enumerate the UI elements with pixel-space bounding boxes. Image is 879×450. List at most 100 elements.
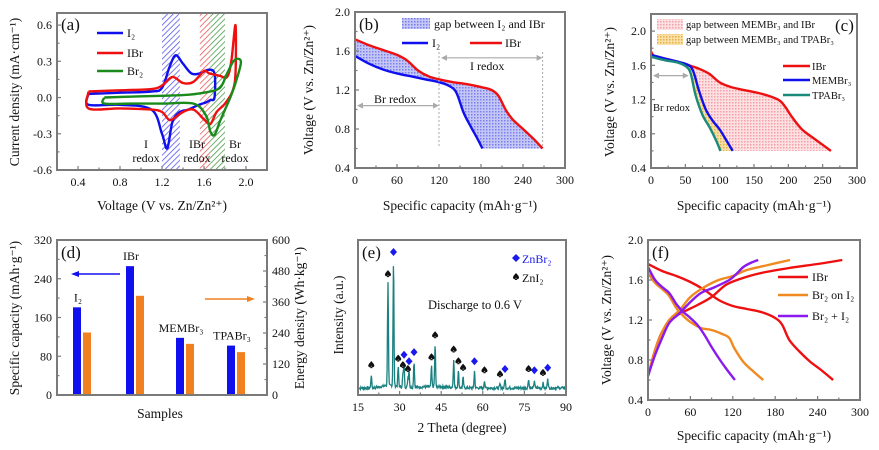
x-tick-label: 30 bbox=[394, 400, 406, 414]
x-tick-label: 180 bbox=[472, 173, 490, 187]
spade-icon bbox=[399, 361, 406, 369]
x-tick-label: 45 bbox=[435, 400, 447, 414]
discharge-annotation: Discharge to 0.6 V bbox=[428, 298, 522, 312]
series-ibr-discharge bbox=[647, 262, 834, 381]
br-redox-label: Br redox bbox=[653, 103, 691, 114]
gap-fill-membr3-tpabr3 bbox=[651, 55, 733, 151]
y-tick-label: 2.0 bbox=[631, 24, 646, 38]
y-ticks-right: 0 120 240 360 480 600 bbox=[263, 233, 290, 402]
y-tick-label: 1.2 bbox=[335, 83, 350, 97]
x-tick-label: 240 bbox=[514, 173, 532, 187]
x-tick-label: 240 bbox=[809, 405, 827, 419]
charge-discharge-series bbox=[646, 258, 843, 381]
bar-energy-ibr bbox=[136, 295, 144, 395]
category-label: I₂ bbox=[74, 290, 82, 304]
x-tick-label: 120 bbox=[430, 173, 448, 187]
x-tick-label: 0 bbox=[352, 173, 358, 187]
y-axis-label-right: Energy density (Wh·kg⁻¹) bbox=[292, 247, 307, 389]
legend-label-i2: I₂ bbox=[127, 26, 135, 40]
x-ticks: 0 60 120 180 240 300 bbox=[352, 164, 574, 187]
spade-icon bbox=[432, 331, 439, 339]
category-label: MEMBr₃ bbox=[159, 321, 204, 335]
peak-markers bbox=[368, 248, 552, 378]
panel-label: (d) bbox=[61, 243, 81, 262]
spade-icon bbox=[455, 357, 462, 365]
range-arrow-head bbox=[682, 72, 689, 79]
x-tick-label: 100 bbox=[711, 173, 729, 187]
xrd-trace-line bbox=[357, 266, 567, 392]
spade-icon bbox=[428, 353, 435, 361]
spade-icon bbox=[481, 366, 488, 374]
legend-label-znbr2: ZnBr₂ bbox=[522, 252, 552, 266]
spade-icon bbox=[539, 368, 547, 376]
cv-series bbox=[85, 23, 243, 150]
series-ibr bbox=[354, 38, 544, 150]
zni2-peak-marker bbox=[455, 357, 462, 365]
spade-icon bbox=[368, 361, 375, 369]
panel-label: (c) bbox=[835, 16, 854, 35]
legend-label-zni2: ZnI₂ bbox=[522, 271, 544, 285]
x-tick-label: 50 bbox=[679, 173, 691, 187]
y-axis-label: Current density (mA·cm⁻¹) bbox=[7, 18, 22, 166]
range-arrow-head bbox=[441, 54, 447, 61]
y-tick-label: 0 bbox=[272, 388, 278, 402]
y-tick-label: 120 bbox=[272, 357, 290, 371]
category-label: TPABr₃ bbox=[213, 329, 251, 343]
x-tick-label: 2.0 bbox=[239, 175, 254, 189]
y-tick-label: 0.0 bbox=[37, 91, 52, 105]
band-label-br-line1: Br bbox=[229, 137, 241, 151]
series-br2-on-i2-charge bbox=[646, 258, 791, 377]
y-axis-label: Intensity (a.u.) bbox=[331, 275, 346, 354]
x-tick-label: 1.6 bbox=[197, 175, 212, 189]
series-tpabr3 bbox=[650, 55, 722, 152]
x-axis-label: Specific capacity (mAh·g⁻¹) bbox=[383, 198, 537, 213]
y-tick-label: 320 bbox=[34, 233, 52, 247]
y-tick-label: 1.2 bbox=[628, 313, 643, 327]
y-tick-label: 0.4 bbox=[335, 161, 350, 175]
zni2-peak-marker bbox=[525, 365, 532, 372]
bar-capacity-tpabr3 bbox=[227, 345, 235, 395]
series-br2 bbox=[101, 57, 243, 137]
category-label: IBr bbox=[123, 249, 139, 263]
x-tick-label: 75 bbox=[518, 400, 530, 414]
axis-arrow-right bbox=[205, 296, 255, 302]
redox-range-annotations bbox=[357, 52, 544, 148]
y-tick-label: 240 bbox=[34, 272, 52, 286]
y-axis-label-left: Specific capacity (mAh·g⁻¹) bbox=[7, 241, 22, 395]
band-label-br-line2: redox bbox=[221, 151, 248, 165]
spade-icon bbox=[450, 345, 457, 353]
legend-label-i2: I₂ bbox=[432, 36, 440, 50]
znbr2-peak-marker bbox=[405, 357, 413, 366]
x-tick-label: 0 bbox=[648, 173, 654, 187]
bar-energy-i2 bbox=[83, 332, 91, 395]
left-arrow-head bbox=[71, 271, 79, 277]
zni2-peak-marker bbox=[368, 361, 375, 369]
y-axis-label: Voltage (V vs. Zn/Zn²⁺) bbox=[599, 255, 614, 385]
spade-icon bbox=[525, 365, 532, 372]
x-axis-label: Samples bbox=[137, 406, 183, 421]
series-br2-i2-charge bbox=[646, 258, 759, 377]
y-tick-label: 1.6 bbox=[335, 44, 350, 58]
y-tick-label: 240 bbox=[272, 326, 290, 340]
legend-swatch-gap-membr3-ibr bbox=[657, 19, 683, 30]
y-tick-label: 0.8 bbox=[335, 122, 350, 136]
bar-capacity-i2 bbox=[73, 307, 81, 395]
znbr2-peak-marker bbox=[389, 248, 397, 256]
x-axis-label: Specific capacity (mAh·g⁻¹) bbox=[677, 198, 831, 213]
y-tick-label: 0.6 bbox=[37, 18, 52, 32]
zni2-peak-marker bbox=[450, 345, 457, 353]
legend: I₂ IBr Br₂ bbox=[97, 26, 143, 78]
x-tick-label: 0 bbox=[645, 405, 651, 419]
bars bbox=[73, 266, 245, 395]
series-br2-i2-discharge bbox=[646, 266, 736, 381]
y-tick-label: 0.8 bbox=[631, 127, 646, 141]
gap-fill bbox=[355, 39, 543, 149]
panel-label: (a) bbox=[61, 15, 80, 34]
y-ticks: 0.4 0.8 1.2 1.6 2.0 bbox=[335, 5, 359, 175]
legend-label-ibr: IBr bbox=[127, 46, 143, 60]
panel-d-bar-chart: 0 80 160 240 320 0 120 240 360 480 600 I₂ IBr MEMBr… bbox=[7, 233, 307, 421]
znbr2-peak-marker bbox=[501, 365, 509, 373]
series-i2 bbox=[354, 54, 484, 150]
y-ticks: 0.4 0.8 1.2 1.6 2.0 bbox=[628, 233, 652, 407]
legend: gap between MEMBr₃ and IBr gap between M… bbox=[657, 19, 852, 102]
